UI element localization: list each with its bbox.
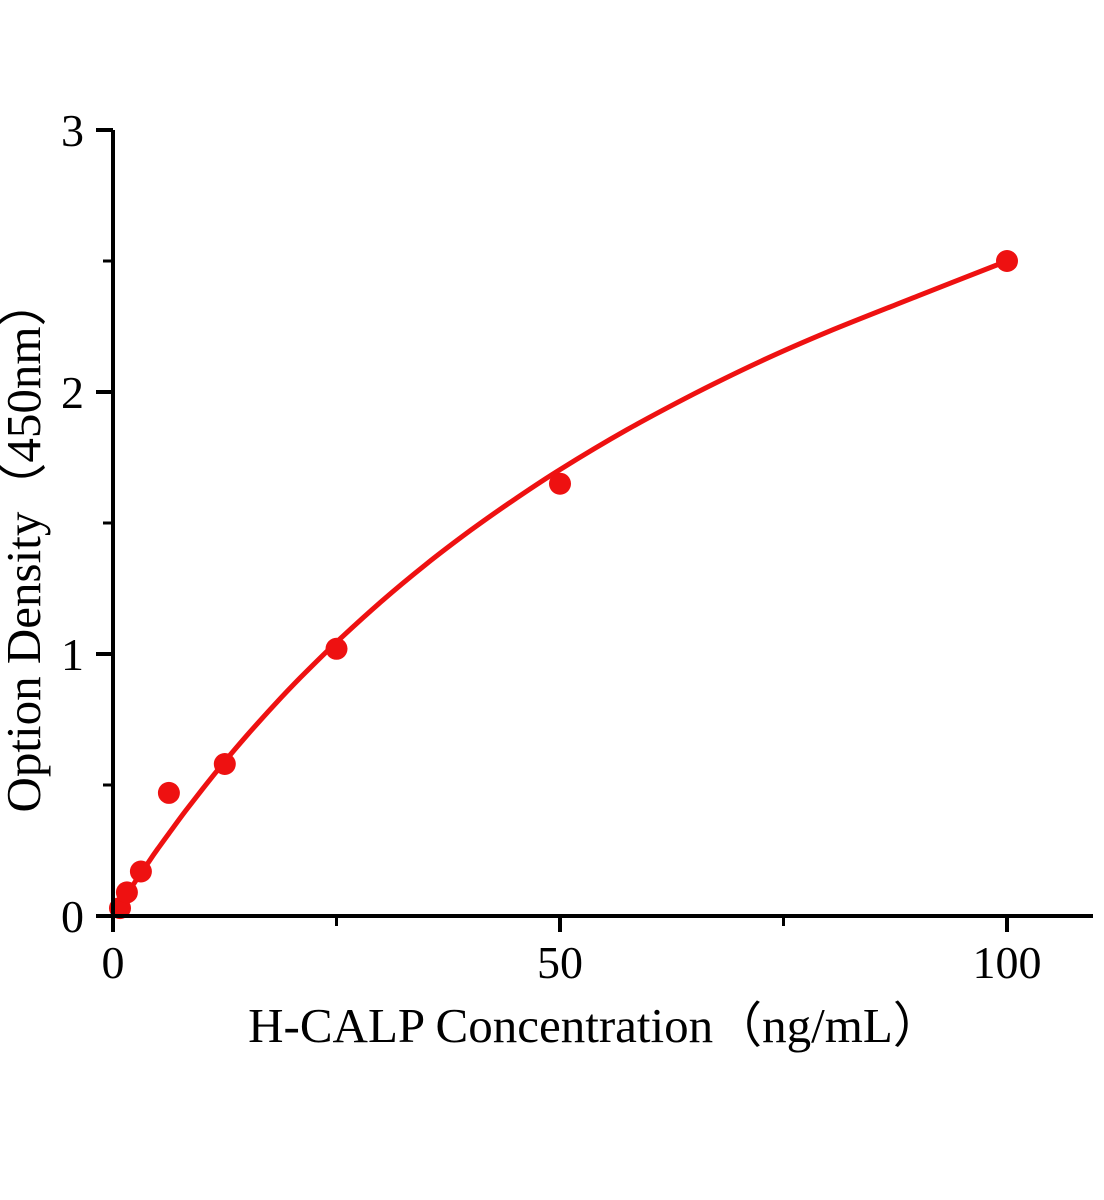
fit-curve-line [110, 258, 1010, 919]
y-axis-tick-label: 0 [61, 891, 84, 942]
data-point [157, 781, 180, 804]
y-axis-tick-label: 3 [61, 105, 84, 156]
x-axis-tick-label: 0 [102, 937, 125, 988]
data-point [549, 472, 571, 495]
fit-curve-layer [110, 258, 1010, 919]
data-point [115, 881, 138, 904]
x-axis-tick-label: 50 [537, 937, 583, 988]
axes-layer [111, 130, 1093, 918]
x-axis-tick-label: 100 [973, 937, 1042, 988]
data-point [996, 250, 1018, 272]
data-point [213, 753, 236, 775]
data-points-layer [109, 250, 1018, 920]
data-point [129, 860, 152, 883]
data-point [325, 637, 348, 660]
tick-labels-layer: 0 1 2 3 0 50 100 [61, 105, 1042, 988]
y-axis-title: Option Density（450nm） [0, 278, 51, 813]
x-axis-title: H-CALP Concentration（ng/mL） [248, 998, 942, 1053]
y-axis-tick-label: 2 [61, 367, 84, 418]
y-axis-tick-label: 1 [61, 629, 84, 680]
ticks-layer [96, 128, 1009, 932]
